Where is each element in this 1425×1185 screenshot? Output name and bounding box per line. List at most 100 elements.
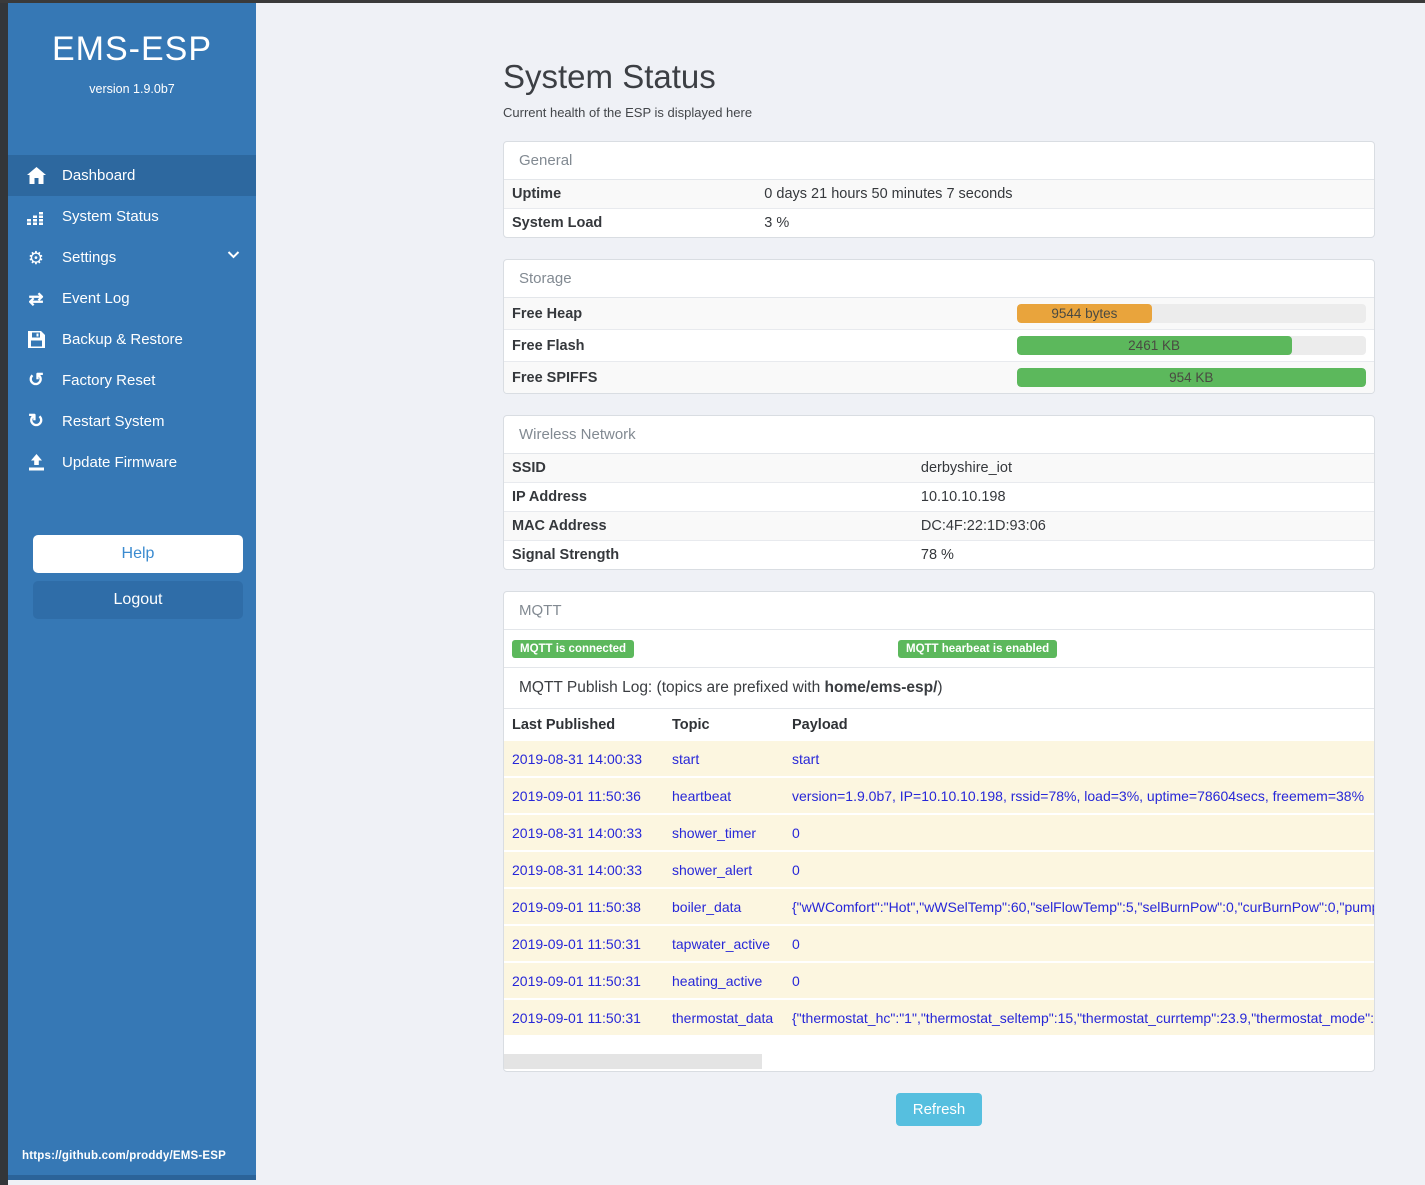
mqtt-log-row: 2019-08-31 14:00:33 start start (504, 741, 1374, 778)
progress-bar: 2461 KB (1016, 336, 1292, 355)
wireless-row: MAC Address DC:4F:22:1D:93:06 (504, 511, 1374, 541)
wireless-label: IP Address (504, 482, 913, 512)
mqtt-log-published: 2019-08-31 14:00:33 (504, 741, 664, 778)
sidebar-item-label: Factory Reset (62, 372, 156, 389)
mqtt-log-payload: {"thermostat_hc":"1","thermostat_seltemp… (784, 999, 1374, 1037)
mqtt-heartbeat-badge: MQTT hearbeat is enabled (898, 639, 1058, 658)
wireless-panel: Wireless Network SSID derbyshire_iot IP Ad… (503, 415, 1375, 570)
mqtt-log-payload: 0 (784, 925, 1374, 963)
chart-bars-icon (26, 208, 46, 226)
sidebar-item-factory-reset[interactable]: ↺ Factory Reset (8, 360, 256, 401)
mqtt-log-published: 2019-09-01 11:50:31 (504, 962, 664, 1000)
chevron-down-icon (227, 251, 240, 259)
mqtt-log-topic: thermostat_data (664, 999, 784, 1037)
mqtt-log-row: 2019-08-31 14:00:33 shower_timer 0 (504, 814, 1374, 852)
wireless-label: SSID (512, 460, 546, 476)
wireless-panel-header: Wireless Network (504, 416, 1374, 454)
mqtt-log-topic: start (664, 741, 784, 778)
mqtt-log-published: 2019-09-01 11:50:31 (504, 925, 664, 963)
progress-bar: 954 KB (1016, 368, 1366, 387)
mqtt-log-published: 2019-09-01 11:50:38 (504, 888, 664, 926)
storage-bar-cell: 9544 bytes (1009, 298, 1374, 330)
mqtt-publish-log-title: MQTT Publish Log: (topics are prefixed w… (504, 668, 1374, 709)
storage-label: Free Flash (504, 329, 1009, 362)
mqtt-log-payload: version=1.9.0b7, IP=10.10.10.198, rssid=… (784, 777, 1374, 815)
sidebar-item-update-firmware[interactable]: Update Firmware (8, 442, 256, 483)
app-brand: EMS-ESP version 1.9.0b7 (8, 30, 256, 96)
progress-track: 954 KB (1016, 368, 1366, 387)
sidebar-item-system-status[interactable]: System Status (8, 196, 256, 237)
mqtt-log-payload: 0 (784, 814, 1374, 852)
exchange-arrows-icon: ⇄ (28, 288, 44, 309)
wireless-row: Signal Strength 78 % (504, 540, 1374, 569)
refresh-row: Refresh (503, 1093, 1375, 1126)
sidebar-item-backup-restore[interactable]: Backup & Restore (8, 319, 256, 360)
sidebar-item-dashboard[interactable]: Dashboard (8, 155, 256, 196)
mqtt-log-topic: heartbeat (664, 777, 784, 815)
mqtt-log-published: 2019-08-31 14:00:33 (504, 814, 664, 852)
progress-bar-value: 954 KB (1169, 370, 1214, 385)
mqtt-log-topic: shower_timer (664, 814, 784, 852)
gear-icon: ⚙ (27, 247, 45, 268)
general-table: Uptime 0 days 21 hours 50 minutes 7 secon… (504, 180, 1374, 237)
mqtt-panel-header: MQTT (504, 592, 1374, 630)
logout-button[interactable]: Logout (33, 581, 243, 619)
refresh-button[interactable]: Refresh (895, 1093, 983, 1126)
mqtt-log-published: 2019-08-31 14:00:33 (504, 851, 664, 889)
general-value: 3 % (756, 208, 1374, 237)
mqtt-log-row: 2019-09-01 11:50:31 tapwater_active 0 (504, 925, 1374, 963)
mqtt-log-payload: 0 (784, 851, 1374, 889)
page-title: System Status (503, 58, 716, 95)
sidebar-nav: Dashboard System Status ⚙ Settings ⇄ Event Lo… (8, 155, 256, 483)
mqtt-panel: MQTT MQTT is connected MQTT hearbeat is … (503, 591, 1375, 1072)
mqtt-log-row: 2019-09-01 11:50:38 boiler_data {"wWComfor… (504, 888, 1374, 926)
horizontal-scrollbar-thumb[interactable] (504, 1054, 762, 1069)
sidebar-item-event-log[interactable]: ⇄ Event Log (8, 278, 256, 319)
storage-label: Free Heap (512, 305, 583, 322)
mqtt-log-topic: tapwater_active (664, 925, 784, 963)
sidebar-item-restart-system[interactable]: ↻ Restart System (8, 401, 256, 442)
storage-label: Free SPIFFS (504, 361, 1009, 393)
wireless-row: SSID derbyshire_iot (504, 454, 1374, 483)
github-link[interactable]: https://github.com/proddy/EMS-ESP (22, 1150, 227, 1162)
wireless-value: 78 % (912, 540, 1374, 569)
general-value: 0 days 21 hours 50 minutes 7 seconds (764, 186, 1013, 202)
mqtt-log-table: Last Published Topic Payload 2019-08-31 … (504, 709, 1374, 1037)
progress-bar-value: 9544 bytes (1051, 306, 1118, 321)
horizontal-scrollbar (504, 1054, 1374, 1070)
mqtt-log-row: 2019-09-01 11:50:31 thermostat_data {"ther… (504, 999, 1374, 1037)
storage-row: Free SPIFFS 954 KB (504, 361, 1374, 393)
sidebar-bottom-strip (8, 1175, 256, 1180)
mqtt-log-published: 2019-09-01 11:50:31 (504, 999, 664, 1037)
sidebar-item-label: Restart System (62, 413, 165, 430)
wireless-value: 10.10.10.198 (912, 482, 1374, 512)
storage-bar-cell: 954 KB (1008, 361, 1374, 393)
storage-row: Free Heap 9544 bytes (504, 298, 1374, 330)
sidebar-item-label: Dashboard (62, 167, 136, 184)
mqtt-log-topic: heating_active (664, 962, 784, 1000)
progress-track: 9544 bytes (1016, 304, 1366, 323)
general-label: Uptime (512, 186, 562, 202)
storage-table: Free Heap 9544 bytes Free Flash 2461 KB Free… (504, 298, 1374, 393)
progress-bar-value: 2461 KB (1128, 338, 1180, 353)
home-icon (26, 167, 46, 185)
mqtt-log-row: 2019-09-01 11:50:36 heartbeat version=1.9.… (504, 777, 1374, 815)
help-button[interactable]: Help (33, 535, 243, 573)
sidebar-item-settings[interactable]: ⚙ Settings (8, 237, 256, 278)
mqtt-log-scroll-area: Last Published Topic Payload 2019-08-31 … (504, 709, 1374, 1039)
wireless-value: derbyshire_iot (920, 460, 1012, 476)
mqtt-log-payload: start (784, 741, 1374, 778)
page-subtitle: Current health of the ESP is displayed h… (503, 105, 753, 120)
progress-track: 2461 KB (1016, 336, 1366, 355)
upload-icon (26, 454, 46, 472)
mqtt-log-topic: shower_alert (664, 851, 784, 889)
storage-bar-cell: 2461 KB (1008, 329, 1374, 362)
column-header-payload: Payload (792, 717, 848, 733)
sidebar-item-label: Settings (62, 249, 117, 266)
mqtt-status-row: MQTT is connected MQTT hearbeat is enabl… (504, 630, 1374, 668)
mqtt-log-row: 2019-08-31 14:00:33 shower_alert 0 (504, 851, 1374, 889)
mqtt-log-payload: {"wWComfort":"Hot","wWSelTemp":60,"selFl… (784, 888, 1374, 926)
storage-panel-header: Storage (504, 260, 1374, 298)
wireless-value: DC:4F:22:1D:93:06 (912, 511, 1374, 541)
wireless-label: Signal Strength (504, 540, 913, 569)
